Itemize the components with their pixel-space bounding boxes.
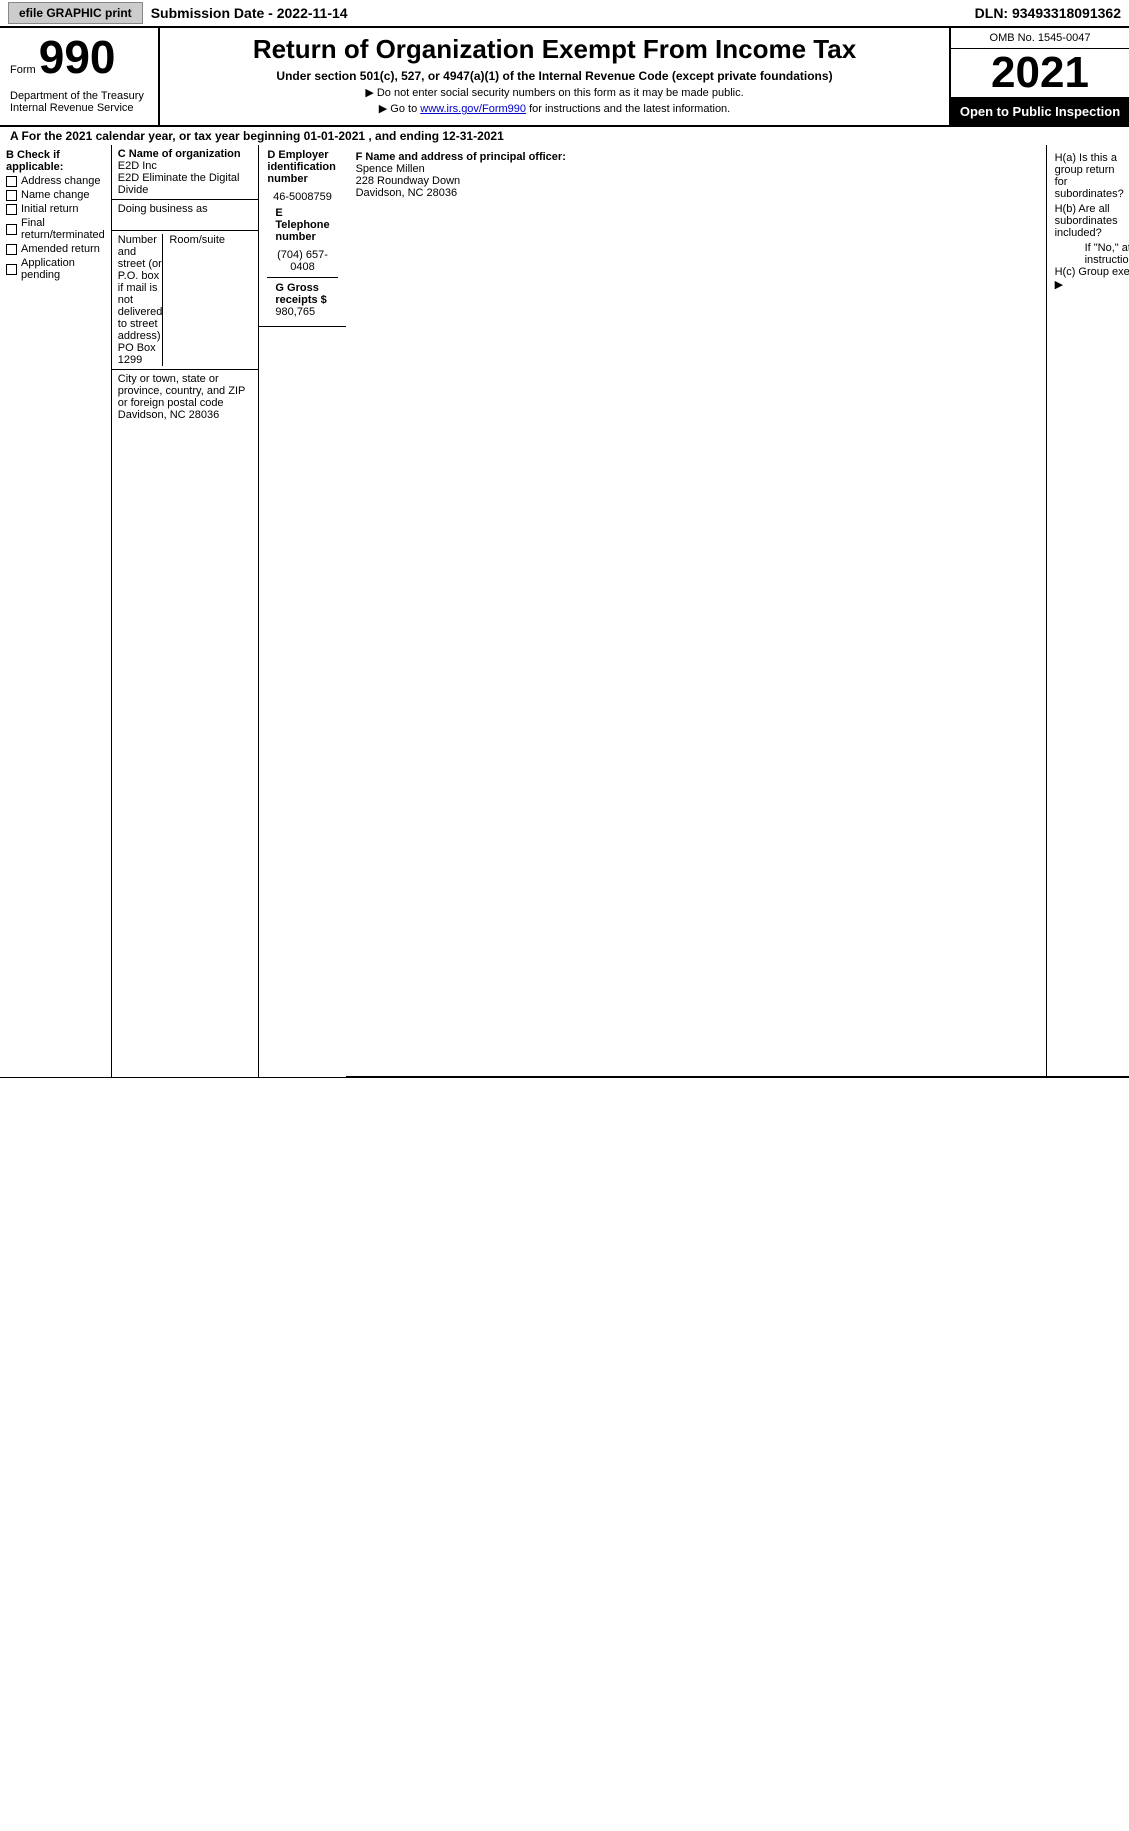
form-number: 990 [39, 31, 116, 83]
note-ssn: ▶ Do not enter social security numbers o… [172, 86, 937, 99]
box-e-label: E Telephone number [275, 207, 329, 243]
chk-amended[interactable] [6, 244, 17, 255]
street: PO Box 1299 [118, 342, 163, 366]
org-name2: E2D Eliminate the Digital Divide [118, 172, 253, 196]
opt-name: Name change [21, 189, 90, 201]
chk-final[interactable] [6, 224, 17, 235]
form-header: Form 990 Department of the Treasury Inte… [0, 28, 1129, 127]
form-label: Form [10, 64, 36, 76]
dept-label: Department of the Treasury Internal Reve… [10, 90, 150, 114]
tax-year: 2021 [951, 49, 1129, 98]
opt-address: Address change [21, 175, 101, 187]
ein: 46-5008759 [267, 191, 337, 203]
officer-name: Spence Millen [356, 163, 1036, 175]
phone: (704) 657-0408 [275, 249, 329, 273]
opt-amended: Amended return [21, 243, 100, 255]
chk-address-change[interactable] [6, 176, 17, 187]
officer-addr2: Davidson, NC 28036 [356, 187, 1036, 199]
addr-label: Number and street (or P.O. box if mail i… [118, 234, 163, 342]
box-d-label: D Employer identification number [267, 149, 337, 185]
room-label: Room/suite [162, 234, 252, 366]
omb-number: OMB No. 1545-0047 [951, 28, 1129, 49]
box-b-label: B Check if applicable: [6, 149, 105, 173]
note-post: for instructions and the latest informat… [526, 103, 730, 115]
note-link: ▶ Go to www.irs.gov/Form990 for instruct… [172, 102, 937, 115]
chk-initial[interactable] [6, 204, 17, 215]
dln: DLN: 93493318091362 [975, 5, 1121, 21]
officer-section: F Name and address of principal officer:… [346, 145, 1129, 1077]
officer-addr1: 228 Roundway Down [356, 175, 1036, 187]
dba-label: Doing business as [118, 203, 253, 215]
note-pre: ▶ Go to [379, 103, 420, 115]
opt-initial: Initial return [21, 203, 78, 215]
chk-name-change[interactable] [6, 190, 17, 201]
top-bar: efile GRAPHIC print Submission Date - 20… [0, 0, 1129, 28]
hb-note: If "No," attach a list. See instructions… [1055, 242, 1129, 266]
irs-link[interactable]: www.irs.gov/Form990 [420, 103, 526, 115]
identity-section: B Check if applicable: Address change Na… [0, 145, 1129, 1078]
box-c-label: C Name of organization [118, 148, 253, 160]
inspection-label: Open to Public Inspection [951, 98, 1129, 125]
city-label: City or town, state or province, country… [118, 373, 253, 409]
hc-label: H(c) Group exemption number ▶ [1055, 266, 1129, 291]
opt-pending: Application pending [21, 257, 105, 281]
org-name1: E2D Inc [118, 160, 253, 172]
submission-date: Submission Date - 2022-11-14 [151, 5, 348, 21]
ha-label: H(a) Is this a group return for subordin… [1055, 152, 1124, 200]
city: Davidson, NC 28036 [118, 409, 253, 421]
line-a: A For the 2021 calendar year, or tax yea… [0, 127, 1129, 145]
gross-receipts: 980,765 [275, 306, 315, 318]
efile-button[interactable]: efile GRAPHIC print [8, 2, 143, 24]
box-g-label: G Gross receipts $ [275, 282, 326, 306]
hb-label: H(b) Are all subordinates included? [1055, 203, 1124, 239]
chk-pending[interactable] [6, 264, 17, 275]
opt-final: Final return/terminated [21, 217, 105, 241]
form-subtitle: Under section 501(c), 527, or 4947(a)(1)… [172, 69, 937, 83]
box-f-label: F Name and address of principal officer: [356, 151, 1036, 163]
form-title: Return of Organization Exempt From Incom… [172, 34, 937, 65]
